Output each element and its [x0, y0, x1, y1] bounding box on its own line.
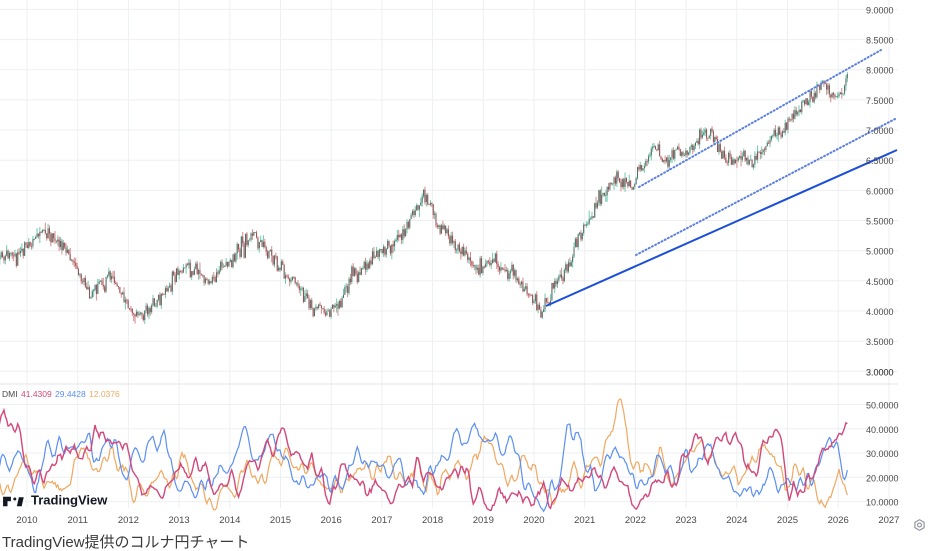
- svg-text:50.0000: 50.0000: [866, 401, 899, 411]
- svg-text:20.0000: 20.0000: [866, 473, 899, 483]
- svg-text:9.0000: 9.0000: [866, 5, 894, 15]
- svg-text:2018: 2018: [422, 515, 443, 526]
- svg-text:2013: 2013: [169, 515, 190, 526]
- svg-text:7.0000: 7.0000: [866, 126, 894, 136]
- svg-text:12.0376: 12.0376: [89, 389, 120, 399]
- svg-text:2017: 2017: [371, 515, 392, 526]
- svg-text:3.5000: 3.5000: [866, 337, 894, 347]
- svg-text:8.0000: 8.0000: [866, 66, 894, 76]
- svg-text:2020: 2020: [523, 515, 544, 526]
- svg-text:2011: 2011: [67, 515, 87, 526]
- svg-text:3.0000: 3.0000: [866, 367, 894, 377]
- svg-text:2023: 2023: [676, 515, 697, 526]
- svg-text:2027: 2027: [878, 515, 899, 526]
- svg-text:2016: 2016: [321, 515, 342, 526]
- svg-text:2021: 2021: [574, 515, 595, 526]
- svg-text:30.0000: 30.0000: [866, 449, 899, 459]
- svg-text:TradingView提供のコルナ円チャート: TradingView提供のコルナ円チャート: [2, 534, 249, 551]
- svg-text:5.5000: 5.5000: [866, 217, 894, 227]
- svg-text:7.5000: 7.5000: [866, 96, 894, 106]
- svg-text:2025: 2025: [777, 515, 798, 526]
- svg-text:6.5000: 6.5000: [866, 156, 894, 166]
- svg-text:2012: 2012: [118, 515, 139, 526]
- svg-text:40.0000: 40.0000: [866, 425, 899, 435]
- svg-text:8.5000: 8.5000: [866, 36, 894, 46]
- svg-text:41.4309: 41.4309: [21, 389, 52, 399]
- svg-text:4.5000: 4.5000: [866, 277, 894, 287]
- svg-text:DMI: DMI: [2, 389, 18, 399]
- svg-text:5.0000: 5.0000: [866, 247, 894, 257]
- svg-text:2010: 2010: [16, 515, 37, 526]
- svg-text:2019: 2019: [473, 515, 494, 526]
- svg-text:6.0000: 6.0000: [866, 186, 894, 196]
- svg-text:TradingView: TradingView: [31, 493, 108, 508]
- svg-text:2022: 2022: [625, 515, 646, 526]
- svg-text:10.0000: 10.0000: [866, 498, 899, 508]
- svg-text:2014: 2014: [219, 515, 240, 526]
- svg-text:2024: 2024: [726, 515, 747, 526]
- svg-text:4.0000: 4.0000: [866, 307, 894, 317]
- svg-text:2026: 2026: [828, 515, 849, 526]
- svg-text:29.4428: 29.4428: [55, 389, 86, 399]
- svg-text:2015: 2015: [270, 515, 291, 526]
